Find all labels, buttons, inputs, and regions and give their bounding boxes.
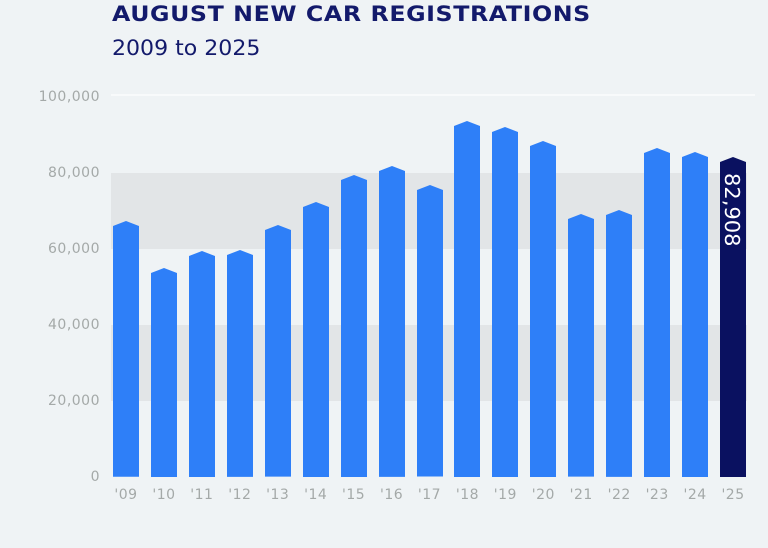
bar: [454, 120, 481, 477]
chart-title: AUGUST NEW CAR REGISTRATIONS: [112, 2, 591, 26]
x-axis-tick-label: '24: [683, 487, 707, 503]
bar: [530, 140, 557, 477]
y-axis-tick-label: 60,000: [48, 241, 100, 257]
bar: [150, 267, 177, 477]
x-axis-tick-label: '16: [379, 487, 404, 503]
bar: [606, 210, 633, 477]
x-axis-tick-label: '22: [607, 487, 631, 503]
bar: [226, 250, 253, 477]
x-axis-tick-label: '17: [417, 487, 442, 503]
bar-highlight: [720, 156, 747, 477]
bar: [416, 185, 443, 477]
x-axis-tick-label: '11: [190, 487, 214, 503]
x-axis-tick-label: '21: [569, 487, 593, 503]
x-axis-tick-label: '14: [304, 487, 328, 503]
y-axis-tick-label: 80,000: [48, 165, 100, 181]
x-axis-tick-label: '10: [152, 487, 176, 503]
highlight-value-label: 82,908: [720, 172, 745, 247]
x-axis-tick-label: '13: [266, 487, 290, 503]
y-axis-tick-label: 20,000: [48, 393, 100, 409]
y-axis-tick-label: 40,000: [48, 317, 100, 333]
gridline-top: [111, 94, 755, 96]
bar: [264, 225, 291, 477]
y-axis-tick-label: 100,000: [38, 89, 100, 105]
x-axis-tick-label: '19: [493, 487, 517, 503]
bar: [113, 221, 139, 477]
bar: [378, 166, 405, 477]
bar: [682, 151, 709, 477]
x-axis-tick-label: '25: [721, 487, 745, 503]
bar: [644, 147, 671, 477]
bar: [302, 201, 329, 477]
bar: [492, 126, 519, 477]
chart-subtitle: 2009 to 2025: [112, 36, 261, 60]
x-axis-tick-label: '09: [114, 487, 138, 503]
bar: [188, 250, 215, 477]
bar: [568, 214, 595, 477]
bar: [340, 174, 367, 477]
x-axis-tick-label: '23: [645, 487, 669, 503]
x-axis-tick-label: '15: [342, 487, 366, 503]
x-axis-tick-label: '12: [228, 487, 252, 503]
x-axis-tick-label: '18: [455, 487, 480, 503]
y-axis-tick-label: 0: [90, 469, 100, 485]
x-axis-tick-label: '20: [531, 487, 555, 503]
